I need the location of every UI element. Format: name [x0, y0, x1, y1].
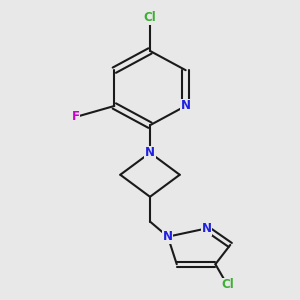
Text: F: F: [72, 110, 80, 124]
Text: Cl: Cl: [144, 11, 156, 24]
Text: N: N: [202, 222, 212, 235]
Text: N: N: [163, 230, 173, 243]
Text: Cl: Cl: [221, 278, 234, 291]
Text: N: N: [145, 146, 155, 159]
Text: N: N: [181, 100, 191, 112]
